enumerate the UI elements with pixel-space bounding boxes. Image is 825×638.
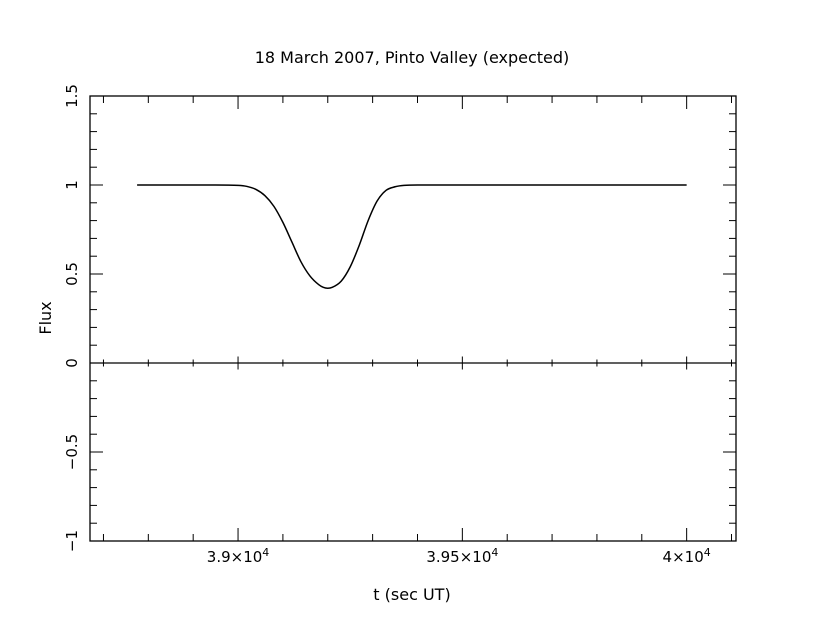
axes [89, 95, 737, 542]
x-tick-label: 3.9×104 [207, 546, 270, 566]
y-tick-label: −0.5 [63, 434, 81, 470]
ticks [90, 95, 736, 542]
y-axis-label: Flux [36, 301, 55, 334]
x-axis-label: t (sec UT) [373, 585, 450, 604]
y-tick-label: 0 [63, 358, 81, 368]
flux-curve [137, 184, 687, 289]
y-tick-label: 1 [63, 180, 81, 190]
chart-title: 18 March 2007, Pinto Valley (expected) [255, 48, 570, 67]
plot-frame [89, 95, 737, 542]
y-tick-label: 1.5 [63, 84, 81, 108]
y-tick-label: −1 [63, 530, 81, 552]
x-tick-label: 3.95×104 [426, 546, 498, 566]
y-tick-label: 0.5 [63, 262, 81, 286]
tick-labels: 3.9×104 3.95×104 4×104 −1 −0.5 0 0.5 1 1.5 [63, 84, 711, 566]
x-tick-label: 4×104 [663, 546, 711, 566]
